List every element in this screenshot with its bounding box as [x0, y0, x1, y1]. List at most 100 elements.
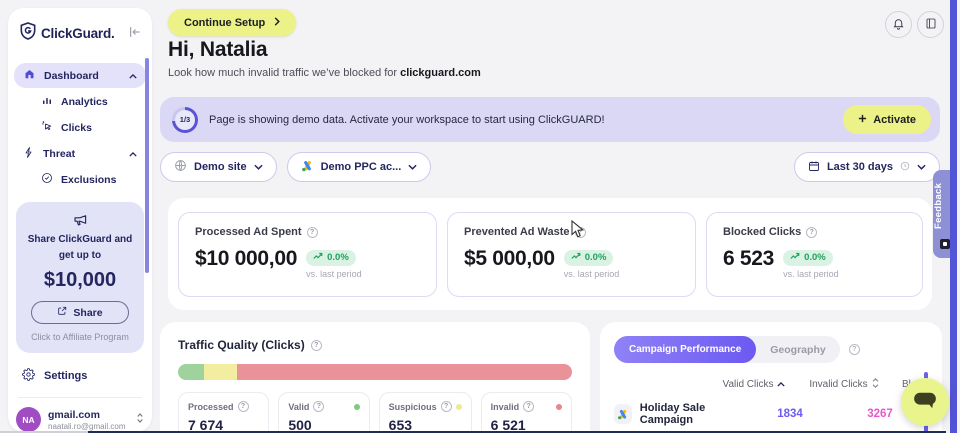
banner-message: Page is showing demo data. Activate your… [209, 113, 605, 126]
activate-label: Activate [873, 113, 916, 126]
book-icon [925, 17, 937, 33]
help-icon[interactable] [523, 401, 535, 412]
google-ads-icon [301, 160, 314, 175]
column-label: Invalid Clicks [809, 379, 868, 390]
site-selector-label: Demo site [194, 161, 247, 173]
lightning-icon [23, 146, 35, 162]
metric-value: 653 [388, 417, 413, 433]
traffic-quality-card: Traffic Quality (Clicks) Processed 7 674… [160, 322, 590, 433]
stat-value: $5 000,00 [464, 247, 555, 270]
sidebar: ClickGuard. Dashboard Analytics Clicks T [8, 8, 152, 432]
help-icon[interactable] [313, 401, 325, 412]
traffic-quality-metrics: Processed 7 674 +0.00% Valid 500 +0.00% … [178, 392, 572, 433]
continue-setup-label: Continue Setup [184, 16, 266, 29]
share-button[interactable]: Share [31, 301, 129, 324]
stat-value: 6 523 [723, 247, 775, 270]
continue-setup-button[interactable]: Continue Setup [168, 9, 297, 36]
collapse-sidebar-icon[interactable] [129, 25, 142, 43]
check-circle-icon [41, 172, 53, 187]
sidebar-item-label: Clicks [61, 121, 92, 134]
metric-label: Suspicious [388, 401, 437, 412]
sidebar-item-clicks[interactable]: Clicks [14, 115, 146, 140]
chevron-down-icon [917, 161, 926, 173]
bar-chart-icon [41, 94, 53, 109]
trend-badge: 0.0% [783, 249, 833, 266]
chevron-down-icon [408, 161, 417, 173]
help-icon[interactable] [806, 226, 818, 238]
sidebar-item-dashboard[interactable]: Dashboard [14, 63, 146, 88]
tab-campaign-performance[interactable]: Campaign Performance [614, 336, 757, 363]
table-row[interactable]: Holiday Sale Campaign 1834 3267 [614, 402, 928, 426]
sidebar-item-exclusions[interactable]: Exclusions [14, 167, 146, 192]
chat-widget-button[interactable] [901, 378, 949, 426]
share-button-label: Share [73, 306, 103, 319]
trend-value: 0.0% [584, 252, 607, 263]
promo-text-line2: get up to [58, 249, 102, 261]
metric-value: 6 521 [490, 417, 526, 433]
bar-segment-invalid [237, 364, 572, 380]
activate-button[interactable]: Activate [843, 105, 931, 134]
gear-icon [22, 368, 35, 384]
chevron-down-icon [253, 161, 263, 173]
sort-icon [872, 378, 879, 391]
campaign-name: Holiday Sale Campaign [639, 402, 706, 426]
help-icon[interactable] [574, 226, 586, 238]
status-dot [556, 403, 562, 410]
site-selector[interactable]: Demo site [160, 152, 277, 182]
stat-title: Prevented Ad Waste [464, 226, 570, 238]
metric-label: Valid [288, 401, 310, 412]
trend-up-icon [571, 252, 581, 263]
stat-card-prevented-ad-waste: Prevented Ad Waste $5 000,00 0.0% vs. la… [447, 212, 696, 297]
metric-card-suspicious: Suspicious 653 +0.00% [378, 392, 472, 433]
megaphone-icon [21, 212, 139, 232]
clock-icon [900, 161, 910, 174]
sidebar-item-analytics[interactable]: Analytics [14, 89, 146, 114]
date-range-selector[interactable]: Last 30 days [793, 152, 940, 182]
affiliate-promo-card[interactable]: Share ClickGuard and get up to $10,000 S… [16, 202, 144, 353]
metric-value: 500 [288, 417, 312, 433]
sidebar-item-settings[interactable]: Settings [22, 368, 138, 384]
ppc-account-selector[interactable]: Demo PPC ac... [286, 152, 432, 182]
docs-button[interactable] [917, 11, 944, 38]
tab-geography[interactable]: Geography [770, 343, 826, 356]
help-icon[interactable] [237, 401, 249, 412]
metric-card-invalid: Invalid 6 521 +0.00% [480, 392, 572, 433]
click-icon [41, 120, 53, 135]
column-invalid-clicks[interactable]: Invalid Clicks [796, 378, 892, 391]
sidebar-scrollbar[interactable] [145, 58, 149, 273]
stat-title: Blocked Clicks [723, 226, 802, 238]
sidebar-item-label: Analytics [61, 95, 108, 108]
chevron-up-icon [129, 148, 137, 160]
filters-row: Demo site Demo PPC ac... Last 30 days [160, 152, 940, 182]
account-switcher[interactable]: NA gmail.com naatali.ro@gmail.com [16, 407, 144, 432]
page-title: Hi, Natalia [168, 38, 268, 61]
stat-note: vs. last period [563, 268, 620, 279]
window-bottom-edge [88, 430, 946, 433]
help-icon[interactable] [306, 226, 318, 238]
logo-row: ClickGuard. [8, 8, 152, 59]
metric-label: Invalid [490, 401, 520, 412]
page-scrollbar[interactable] [950, 0, 957, 433]
help-icon[interactable] [310, 339, 322, 351]
calendar-icon [808, 160, 820, 175]
user-email: naatali.ro@gmail.com [48, 421, 126, 431]
stat-card-blocked-clicks: Blocked Clicks 6 523 0.0% vs. last perio… [706, 212, 923, 297]
metric-label: Processed [188, 401, 234, 412]
plus-icon [858, 114, 867, 126]
metric-value: 7 674 [188, 417, 224, 433]
status-dot [455, 403, 462, 410]
column-valid-clicks[interactable]: Valid Clicks [712, 379, 796, 390]
help-icon[interactable] [848, 344, 860, 355]
sidebar-item-threat[interactable]: Threat [14, 141, 146, 166]
bar-segment-suspicious [203, 364, 238, 380]
trend-value: 0.0% [327, 252, 349, 263]
promo-amount: $10,000 [43, 269, 117, 291]
metric-card-processed: Processed 7 674 +0.00% [178, 392, 270, 433]
help-icon[interactable] [440, 401, 452, 412]
notifications-button[interactable] [885, 11, 912, 38]
avatar: NA [16, 407, 41, 432]
up-down-chevron-icon [136, 411, 144, 429]
column-blocked-truncated[interactable]: Bl [902, 379, 911, 390]
setup-progress-ring: 1/3 [172, 106, 198, 133]
